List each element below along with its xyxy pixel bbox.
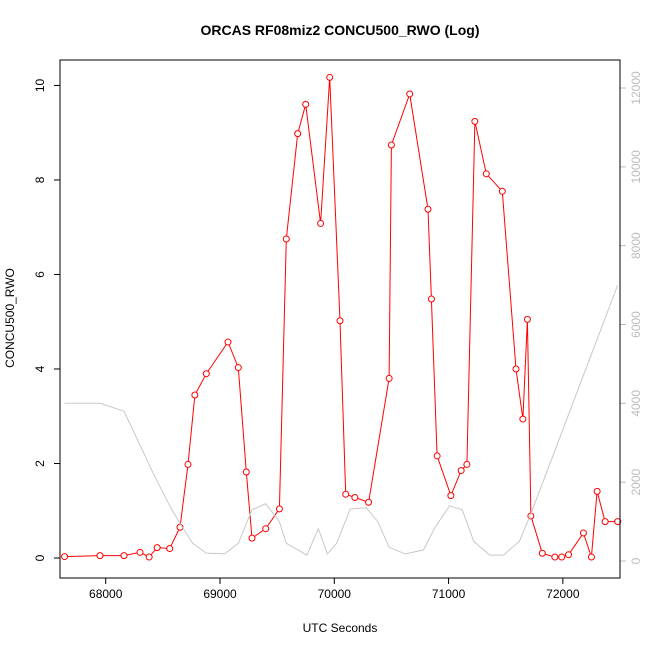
- chart-title: ORCAS RF08miz2 CONCU500_RWO (Log): [200, 22, 479, 38]
- x-tick-label: 70000: [318, 587, 352, 601]
- plot-frame: [59, 59, 621, 579]
- plot-area: 68000 69000 70000 71000 72000 0 2 4 6 8 10 0 2000 400…: [33, 71, 643, 601]
- data-point: [512, 365, 520, 373]
- data-point: [262, 525, 270, 533]
- data-point: [593, 487, 601, 495]
- y-axis-label: CONCU500_RWO: [3, 268, 17, 368]
- data-point: [275, 505, 283, 513]
- data-point: [498, 187, 506, 195]
- y2-tick-label: 0: [629, 557, 643, 564]
- data-point: [457, 467, 465, 475]
- data-point: [336, 317, 344, 325]
- data-point: [191, 391, 199, 399]
- data-point: [471, 117, 479, 125]
- y-tick-label: 8: [33, 176, 47, 183]
- data-point: [482, 170, 490, 178]
- data-point: [587, 553, 595, 561]
- y-tick-label: 2: [33, 460, 47, 467]
- data-point: [166, 545, 174, 553]
- data-point: [463, 460, 471, 468]
- data-point: [406, 90, 414, 98]
- data-point: [224, 338, 232, 346]
- x-tick-label: 71000: [432, 587, 466, 601]
- data-point: [519, 415, 527, 423]
- data-point: [558, 553, 566, 561]
- data-point: [565, 551, 573, 559]
- y2-tick-label: 4000: [629, 390, 643, 417]
- data-point: [120, 552, 128, 560]
- data-point: [523, 315, 531, 323]
- data-point: [387, 141, 395, 149]
- y-tick-label: 6: [33, 271, 47, 278]
- x-axis-label: UTC Seconds: [303, 621, 378, 635]
- data-point: [145, 553, 153, 561]
- data-point: [427, 295, 435, 303]
- data-point: [282, 235, 290, 243]
- data-point: [61, 553, 69, 561]
- data-point: [538, 549, 546, 557]
- data-point: [184, 460, 192, 468]
- data-point: [96, 552, 104, 560]
- data-point: [365, 498, 373, 506]
- data-point: [385, 374, 393, 382]
- y-tick-label: 0: [33, 554, 47, 561]
- y-tick-label: 10: [33, 78, 47, 92]
- y2-tick-label: 6000: [629, 311, 643, 338]
- data-point: [351, 494, 359, 502]
- data-point: [551, 553, 559, 561]
- data-point: [614, 518, 622, 526]
- data-point: [424, 205, 432, 213]
- y2-tick-label: 8000: [629, 232, 643, 259]
- data-point: [326, 73, 334, 81]
- data-point: [248, 534, 256, 542]
- data-point: [579, 529, 587, 537]
- data-point: [294, 130, 302, 138]
- data-point: [202, 370, 210, 378]
- y-tick-label: 4: [33, 365, 47, 372]
- data-point: [317, 219, 325, 227]
- x-tick-label: 72000: [546, 587, 580, 601]
- data-point: [242, 468, 250, 476]
- y2-tick-label: 2000: [629, 468, 643, 495]
- right-axis-series-line: [64, 284, 619, 556]
- data-point: [433, 452, 441, 460]
- data-point: [342, 490, 350, 498]
- x-tick-label: 69000: [203, 587, 237, 601]
- y2-tick-label: 10000: [629, 150, 643, 184]
- data-point: [447, 492, 455, 500]
- y2-tick-label: 12000: [629, 71, 643, 105]
- data-point: [601, 518, 609, 526]
- data-point: [153, 544, 161, 552]
- data-point: [234, 364, 242, 372]
- data-point: [136, 548, 144, 556]
- data-point: [302, 100, 310, 108]
- x-tick-label: 68000: [89, 587, 123, 601]
